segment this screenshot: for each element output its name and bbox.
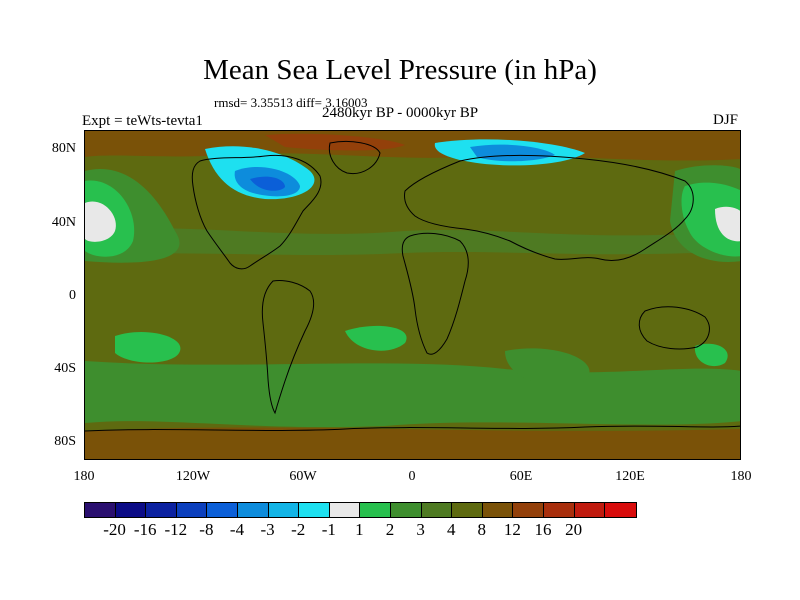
colorbar-swatch	[85, 503, 116, 517]
colorbar-label: -20	[103, 520, 126, 539]
coast-australia	[638, 306, 710, 350]
lon-label-120w: 120W	[175, 469, 211, 484]
colorbar-swatch	[390, 503, 422, 517]
colorbar	[84, 502, 637, 518]
colorbar-swatch	[482, 503, 514, 517]
lat-label-80s: 80S	[54, 434, 76, 449]
coast-africa	[401, 232, 469, 355]
field-neg-3-eurasian	[470, 144, 555, 162]
colorbar-label: 12	[503, 520, 521, 539]
map-title: Mean Sea Level Pressure (in hPa)	[203, 54, 597, 86]
colorbar-label: 1	[355, 520, 364, 539]
coast-south-america	[261, 280, 315, 415]
colorbar-label: 4	[446, 520, 456, 539]
colorbar-swatch	[299, 503, 330, 517]
colorbar-swatch	[360, 503, 391, 517]
colorbar-swatch	[176, 503, 208, 517]
colorbar-label: -12	[164, 520, 188, 539]
colorbar-swatch	[421, 503, 453, 517]
experiment-label: Expt = teWts-tevta1	[82, 113, 203, 129]
colorbar-label: -1	[321, 520, 336, 539]
colorbar-swatch	[237, 503, 269, 517]
rmsd-diff-text: rmsd= 3.35513 diff= 3.16003	[214, 95, 368, 110]
coast-eurasia	[404, 155, 694, 262]
colorbar-swatch	[115, 503, 147, 517]
season-label: DJF	[713, 112, 739, 128]
colorbar-swatch	[207, 503, 238, 517]
field-band-1-west	[85, 201, 116, 242]
lat-label-40s: 40S	[54, 361, 76, 376]
colorbar-label: -3	[260, 520, 275, 539]
lat-label-0: 0	[69, 288, 76, 303]
colorbar-label: 8	[477, 520, 487, 539]
coast-antarctica	[85, 425, 740, 432]
map-canvas	[85, 131, 740, 459]
field-neg-4-laurentide	[250, 176, 285, 191]
colorbar-swatch	[543, 503, 575, 517]
lat-label-40n: 40N	[51, 215, 76, 230]
colorbar-swatch	[329, 503, 361, 517]
colorbar-label: -4	[229, 520, 245, 539]
lon-label-60w: 60W	[289, 469, 317, 484]
field-band-3-indian	[505, 348, 590, 386]
colorbar-swatch	[513, 503, 544, 517]
lon-label-180w: 180	[73, 469, 95, 484]
lon-label-120e: 120E	[615, 469, 645, 484]
colorbar-label: 3	[416, 520, 425, 539]
field-band-2-ne	[681, 182, 740, 257]
field-band-1-east	[715, 206, 740, 242]
lat-label-80n: 80N	[51, 141, 76, 156]
colorbar-label: 2	[385, 520, 395, 539]
coast-north-america	[191, 154, 322, 270]
colorbar-swatch	[268, 503, 300, 517]
field-band-4	[85, 228, 740, 256]
colorbar-label: -2	[291, 520, 306, 539]
colorbar-label: -8	[199, 520, 214, 539]
field-band-8-arctic	[85, 131, 740, 161]
coast-greenland	[328, 140, 381, 175]
colorbar-swatch	[452, 503, 483, 517]
colorbar-label: -16	[133, 520, 157, 539]
lon-label-0: 0	[408, 469, 416, 484]
colorbar-swatch	[146, 503, 177, 517]
colorbar-label: 16	[534, 520, 552, 539]
pressure-map	[84, 130, 741, 460]
field-band-2-tasman	[694, 343, 728, 367]
field-band-8-antarctic	[85, 427, 740, 459]
colorbar-swatch	[574, 503, 606, 517]
colorbar-swatch	[605, 503, 636, 517]
colorbar-label: 20	[565, 520, 583, 539]
time-period-text: 2480kyr BP - 0000kyr BP	[322, 105, 479, 121]
field-band-3-south	[85, 361, 740, 428]
coastlines	[85, 140, 740, 432]
field-band-2-sw	[115, 331, 181, 363]
lon-label-60e: 60E	[509, 469, 533, 484]
field-band-2-satl	[345, 325, 407, 351]
lon-label-180e: 180	[730, 469, 752, 484]
